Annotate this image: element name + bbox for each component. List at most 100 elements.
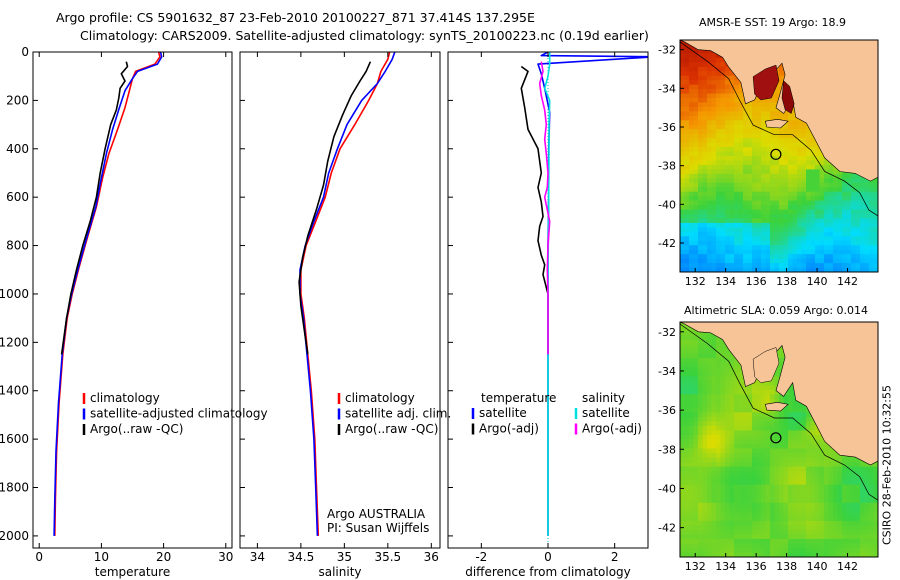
map-cell — [702, 124, 708, 130]
map-cell — [689, 344, 695, 350]
map-cell — [752, 516, 758, 522]
map-cell — [851, 507, 857, 513]
map-cell — [797, 169, 803, 175]
map-cell — [729, 263, 735, 269]
map-cell — [747, 231, 753, 237]
map-cell — [743, 489, 749, 495]
map-cell — [765, 133, 771, 139]
map-cell — [801, 475, 807, 481]
map-cell — [810, 258, 816, 264]
map-cell — [702, 57, 708, 63]
map-cell — [738, 529, 744, 535]
map-cell — [770, 164, 776, 170]
map-cell — [810, 547, 816, 554]
map-cell — [792, 538, 798, 545]
map-cell — [792, 444, 798, 450]
map-cell — [837, 484, 843, 490]
map-cell — [761, 475, 767, 481]
map-cell — [729, 218, 735, 224]
map-cell — [824, 471, 830, 477]
map-cell — [765, 98, 771, 104]
map-cell — [684, 480, 690, 486]
map-cell — [761, 169, 767, 175]
map-cell — [761, 156, 767, 162]
map-cell — [702, 267, 708, 272]
map-cell — [711, 214, 717, 220]
map-cell — [783, 416, 789, 423]
map-cell — [788, 543, 794, 549]
map-cell — [783, 462, 789, 468]
map-cell — [729, 480, 735, 486]
map-cell — [806, 214, 812, 220]
map-cell — [698, 222, 704, 228]
map-cell — [680, 258, 686, 264]
map-cell — [698, 120, 704, 126]
map-cell — [788, 493, 794, 499]
map-cell — [801, 178, 807, 184]
map-cell — [734, 106, 740, 112]
map-cell — [720, 245, 726, 251]
map-cell — [801, 430, 807, 436]
map-cell — [761, 187, 767, 193]
map-cell — [792, 453, 798, 459]
map-cell — [680, 160, 686, 166]
map-cell — [707, 133, 713, 139]
map-cell — [747, 205, 753, 211]
map-cell — [693, 102, 699, 108]
map-cell — [828, 507, 834, 513]
map-cell — [707, 53, 713, 59]
map-cell — [702, 547, 708, 554]
map-cell — [752, 236, 758, 242]
map-cell — [846, 205, 852, 211]
y-tick-label: 1000 — [0, 287, 29, 301]
map-cell — [729, 380, 735, 386]
map-cell — [810, 182, 816, 188]
map-cell — [770, 142, 776, 148]
map-cell — [810, 434, 816, 441]
map-cell — [846, 520, 852, 526]
map-cell — [734, 133, 740, 139]
map-cell — [743, 475, 749, 481]
map-cell — [729, 376, 735, 382]
map-cell — [693, 200, 699, 206]
map-cell — [698, 493, 704, 499]
map-cell — [698, 416, 704, 423]
map-cell — [824, 182, 830, 188]
map-cells — [680, 40, 878, 272]
map-cell — [864, 538, 870, 545]
map-cell — [842, 196, 848, 202]
map-cell — [842, 489, 848, 495]
map-cell — [810, 498, 816, 504]
map-cell — [824, 222, 830, 228]
map-cell — [783, 493, 789, 499]
map-cell — [819, 502, 825, 508]
map-cell — [860, 236, 866, 242]
map-cell — [684, 71, 690, 77]
map-cell — [828, 263, 834, 269]
map-cell — [698, 245, 704, 251]
map-cell — [702, 182, 708, 188]
map-cell — [779, 164, 785, 170]
map-cell — [711, 484, 717, 490]
map-cell — [698, 98, 704, 104]
map-cell — [833, 489, 839, 495]
map-cell — [689, 205, 695, 211]
map-cell — [707, 421, 713, 427]
map-cell — [783, 439, 789, 445]
map-y-tick-label: -42 — [658, 522, 676, 535]
map-cell — [851, 267, 857, 272]
map-cell — [747, 425, 753, 432]
map-cell — [810, 209, 816, 215]
map-cell — [720, 218, 726, 224]
map-cell — [779, 173, 785, 179]
map-cell — [689, 367, 695, 373]
map-cell — [774, 457, 780, 463]
map-cell — [801, 453, 807, 459]
map-cell — [716, 416, 722, 423]
map-cell — [743, 444, 749, 450]
map-cell — [864, 267, 870, 272]
map-cell — [792, 178, 798, 184]
map-cell — [693, 416, 699, 423]
map-cell — [680, 205, 686, 211]
